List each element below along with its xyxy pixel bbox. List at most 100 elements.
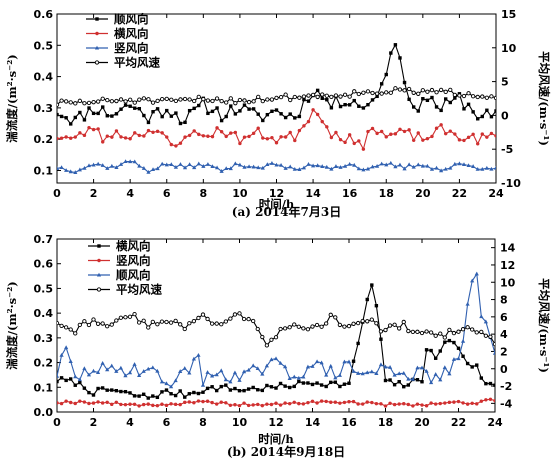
legend-marker: [95, 31, 99, 36]
data-point: [265, 137, 270, 141]
data-point: [365, 89, 371, 94]
data-point: [128, 159, 133, 164]
x-tick-label: 12: [268, 416, 283, 429]
data-point: [415, 402, 420, 406]
data-point: [73, 101, 78, 106]
data-point: [429, 401, 433, 405]
data-point: [301, 165, 307, 170]
data-point: [329, 106, 334, 110]
data-point: [484, 95, 490, 100]
data-point: [415, 329, 420, 334]
y-tick-label: 0.3: [34, 332, 54, 345]
y2-tick-label: -4: [500, 397, 513, 410]
data-point: [389, 132, 393, 136]
data-point: [476, 117, 480, 121]
data-point: [100, 386, 105, 390]
data-point: [57, 112, 59, 117]
data-point: [141, 392, 146, 396]
data-point: [378, 329, 384, 334]
data-point: [146, 396, 150, 400]
data-point: [146, 120, 151, 125]
data-point: [393, 164, 398, 169]
data-point: [360, 402, 365, 406]
data-point: [205, 370, 210, 374]
data-point: [439, 168, 444, 173]
data-point: [297, 128, 302, 133]
data-point: [324, 93, 329, 98]
data-point: [229, 104, 233, 108]
data-point: [461, 401, 465, 405]
data-point: [370, 98, 375, 102]
data-point: [269, 337, 274, 342]
data-point: [452, 400, 456, 404]
data-point: [406, 86, 412, 92]
data-point: [329, 380, 333, 385]
x-tick-label: 10: [232, 416, 248, 429]
data-point: [214, 388, 219, 393]
data-point: [260, 334, 265, 340]
x-tick-label: 18: [379, 187, 394, 200]
data-point: [494, 134, 496, 138]
data-point: [242, 135, 247, 139]
data-point: [389, 51, 393, 55]
data-point: [310, 92, 316, 98]
y-axis-label: 湍流度/(m²·s⁻²): [5, 281, 19, 369]
data-point: [324, 164, 329, 169]
data-point: [457, 161, 462, 166]
data-point: [183, 400, 187, 405]
y-tick-label: 0.0: [34, 406, 54, 419]
x-axis-label: 时间/h: [258, 432, 294, 446]
data-point: [219, 98, 224, 104]
data-point: [425, 163, 430, 168]
data-point: [210, 164, 215, 169]
data-point: [314, 359, 320, 364]
data-point: [63, 325, 69, 330]
series-2: [57, 397, 495, 408]
data-point: [192, 98, 197, 104]
data-point: [100, 321, 105, 326]
data-point: [265, 383, 269, 388]
data-point: [118, 162, 124, 166]
data-point: [369, 369, 374, 374]
data-point: [224, 383, 228, 387]
x-tick-label: 8: [199, 416, 207, 429]
data-point: [357, 139, 361, 143]
data-point: [119, 389, 123, 394]
data-point: [174, 144, 178, 148]
data-point: [251, 385, 255, 390]
data-point: [374, 371, 379, 375]
data-point: [384, 162, 389, 167]
data-point: [297, 95, 302, 100]
y2-tick-label: -10: [501, 177, 521, 190]
data-point: [329, 166, 334, 171]
data-point: [64, 168, 69, 172]
data-point: [392, 322, 397, 327]
data-point: [150, 319, 155, 325]
data-point: [223, 377, 228, 382]
data-point: [274, 141, 279, 145]
data-point: [456, 399, 461, 404]
data-point: [164, 319, 169, 325]
data-point: [205, 316, 210, 322]
data-point: [342, 382, 347, 386]
data-point: [256, 112, 260, 116]
x-tick-label: 0: [53, 187, 61, 200]
data-point: [136, 320, 142, 325]
data-point: [73, 331, 78, 336]
data-point: [493, 165, 496, 170]
data-point: [173, 402, 178, 407]
data-point: [187, 133, 192, 138]
x-axis-label: 时间/h: [259, 197, 295, 211]
data-point: [438, 401, 442, 406]
data-point: [319, 383, 324, 387]
y2-tick-label: 15: [501, 8, 516, 21]
data-point: [242, 103, 247, 107]
data-point: [356, 91, 361, 97]
data-point: [292, 384, 296, 389]
data-point: [206, 111, 210, 116]
data-point: [192, 106, 196, 111]
data-point: [398, 127, 402, 131]
data-point: [301, 402, 306, 406]
data-point: [260, 388, 265, 393]
